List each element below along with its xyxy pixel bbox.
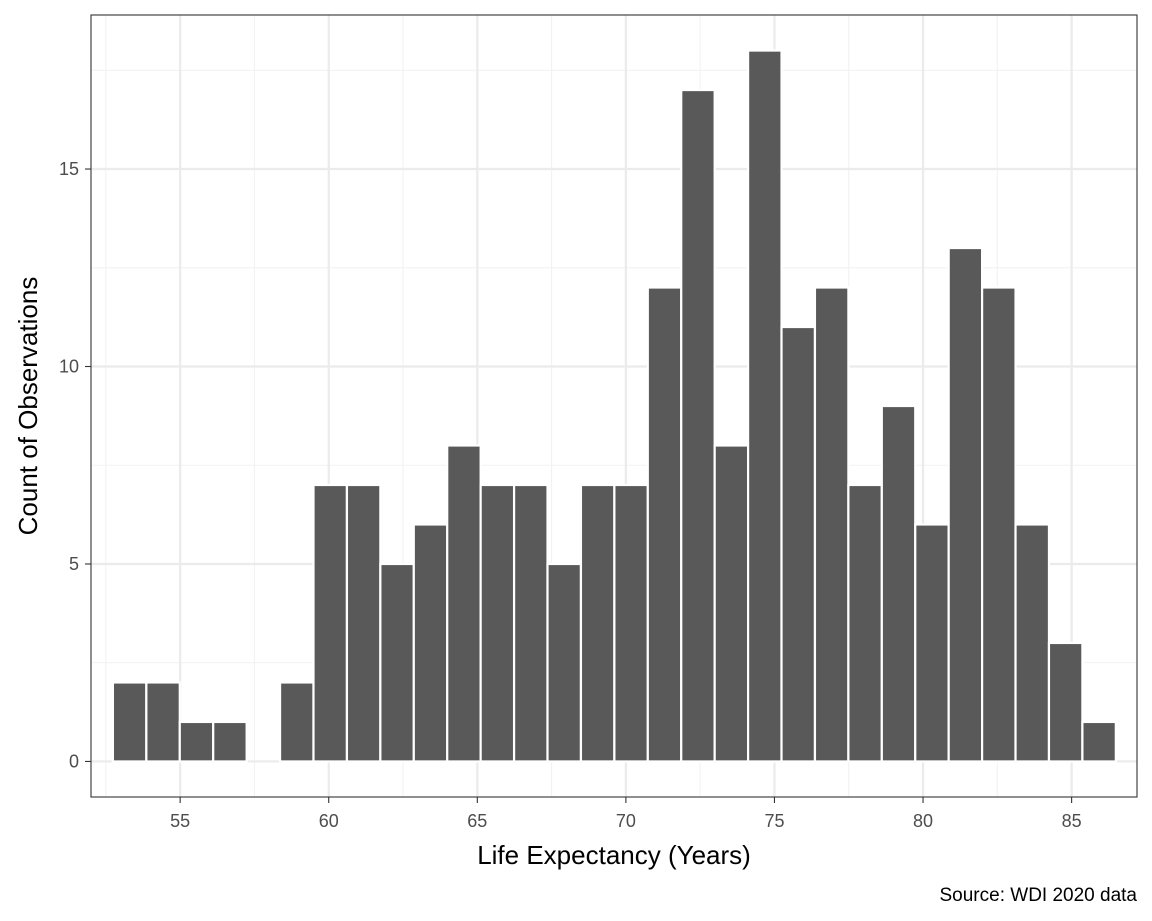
x-tick-label: 55 (170, 811, 190, 831)
histogram-bar (512, 483, 549, 763)
histogram-bar (981, 286, 1017, 763)
histogram-bar (880, 404, 917, 763)
x-axis-title: Life Expectancy (Years) (477, 840, 751, 870)
histogram-bar (212, 720, 248, 763)
histogram-bar (780, 325, 817, 763)
x-tick-label: 65 (467, 811, 487, 831)
histogram-bar (947, 246, 984, 763)
y-axis-title: Count of Observations (13, 277, 43, 536)
histogram-bar (1014, 523, 1051, 763)
y-tick-label: 10 (59, 357, 79, 377)
histogram-bar (1081, 720, 1117, 763)
histogram-bar (345, 483, 382, 763)
axis-ticks (85, 168, 1073, 803)
histogram-bar (412, 523, 449, 763)
histogram-bar (680, 88, 716, 763)
histogram-bar (746, 49, 783, 763)
histogram-bar (178, 720, 215, 763)
y-tick-label: 15 (59, 159, 79, 179)
x-tick-label: 80 (913, 811, 933, 831)
histogram-bar (713, 444, 750, 763)
histogram-bar (646, 286, 683, 763)
histogram-bars (111, 49, 1117, 763)
x-tick-label: 85 (1062, 811, 1082, 831)
histogram-bar (847, 483, 883, 763)
x-tick-label: 75 (764, 811, 784, 831)
histogram-bar (1047, 641, 1084, 763)
histogram-bar (312, 483, 349, 763)
histogram-bar (111, 681, 148, 763)
x-tick-label: 70 (616, 811, 636, 831)
histogram-bar (579, 483, 616, 763)
tick-labels: 55 60 65 70 75 80 85 0 5 10 15 (59, 159, 1082, 831)
histogram-bar (446, 444, 482, 763)
histogram-bar (379, 562, 415, 763)
source-caption: Source: WDI 2020 data (940, 885, 1138, 906)
histogram-bar (145, 681, 181, 763)
y-tick-label: 5 (69, 554, 79, 574)
x-tick-label: 60 (319, 811, 339, 831)
y-tick-label: 0 (69, 751, 79, 771)
panel-border (90, 14, 1138, 798)
histogram-bar (613, 483, 649, 763)
histogram-bar (278, 681, 315, 763)
histogram-bar (479, 483, 516, 763)
histogram-bar (813, 286, 850, 763)
histogram-bar (914, 523, 950, 763)
histogram-bar (546, 562, 583, 763)
